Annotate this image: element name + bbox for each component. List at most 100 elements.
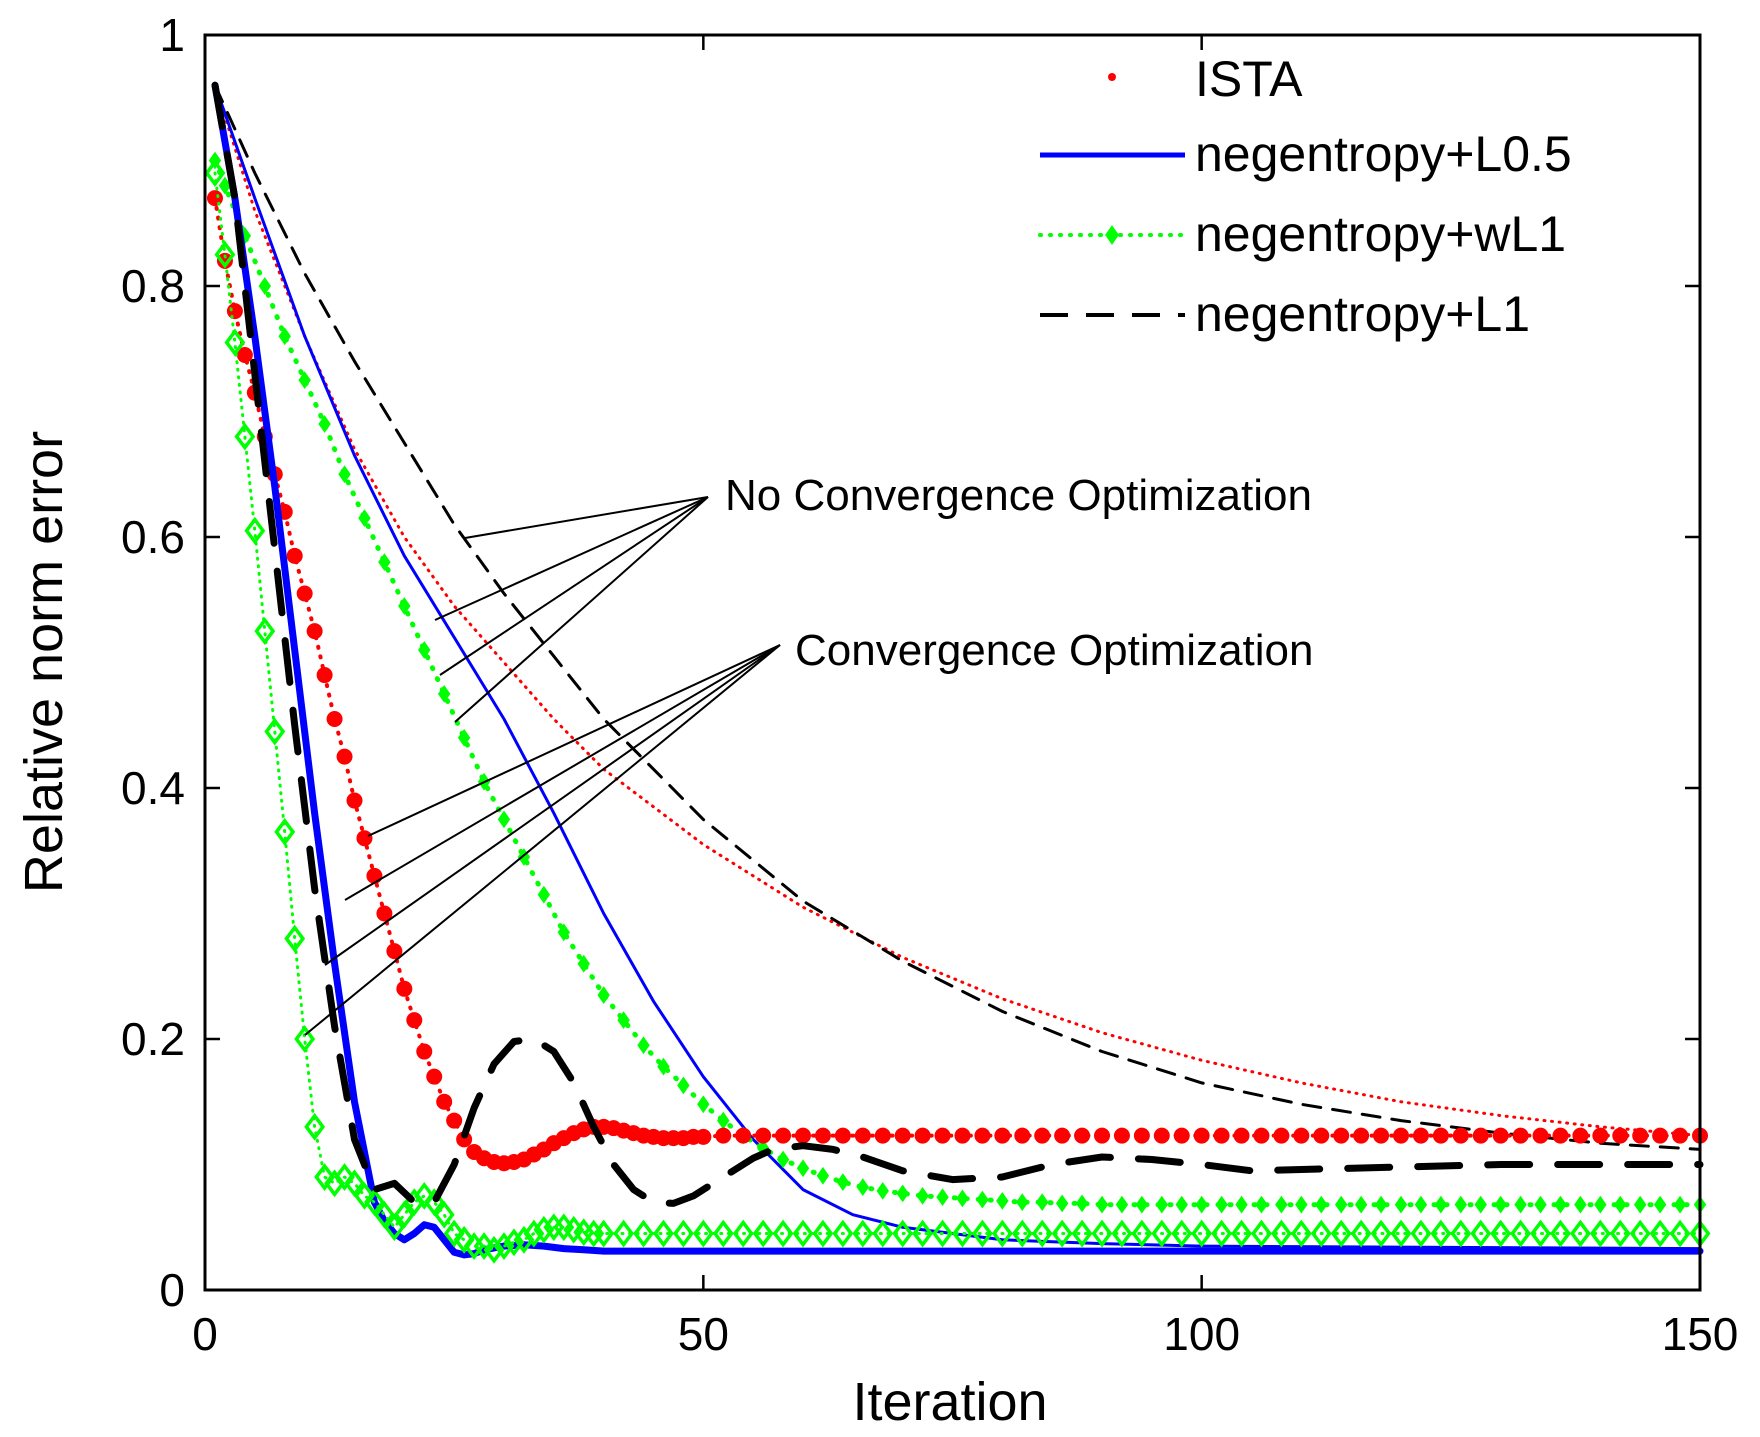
data-point — [254, 617, 276, 646]
data-point — [457, 728, 471, 747]
data-point — [755, 1127, 772, 1144]
data-point — [1393, 1127, 1409, 1144]
y-tick-label: 0.6 — [121, 511, 185, 563]
data-point — [426, 1068, 443, 1085]
legend-label: negentropy+wL1 — [1195, 206, 1566, 262]
data-point — [1494, 1195, 1507, 1214]
data-point — [1532, 1127, 1549, 1144]
data-point — [378, 553, 391, 571]
data-point — [752, 1219, 774, 1248]
annotation-leader-line — [344, 644, 781, 901]
data-point — [735, 1127, 752, 1144]
data-point — [872, 1219, 894, 1248]
data-point — [1253, 1127, 1270, 1144]
data-point — [1569, 1219, 1591, 1248]
series-line — [213, 83, 1702, 1251]
data-point — [633, 1219, 654, 1248]
data-point — [1014, 1127, 1031, 1144]
data-point — [453, 1225, 475, 1254]
series-negentropy+wL1-2 — [208, 151, 1707, 1214]
annotation-1: Convergence Optimization — [304, 626, 1313, 1036]
data-point — [336, 748, 353, 765]
data-point — [1151, 1219, 1173, 1248]
annotation-leader-line — [324, 644, 781, 966]
data-point — [1075, 1194, 1089, 1213]
data-point — [896, 1184, 909, 1203]
data-point — [1350, 1219, 1372, 1248]
data-point — [974, 1127, 991, 1144]
data-point — [1554, 1195, 1567, 1214]
series-ISTA-4 — [206, 190, 1708, 1172]
data-point — [1095, 1195, 1109, 1214]
data-point — [1452, 1127, 1469, 1144]
data-point — [298, 371, 311, 389]
data-point — [894, 1127, 911, 1144]
data-point — [715, 1127, 732, 1144]
data-point — [1233, 1127, 1250, 1144]
data-point — [912, 1219, 934, 1248]
data-point — [914, 1127, 931, 1144]
data-point — [1512, 1127, 1529, 1144]
y-tick-label: 0 — [159, 1264, 185, 1316]
data-point — [976, 1190, 989, 1209]
data-point — [483, 1235, 505, 1264]
data-point — [1111, 1219, 1133, 1248]
x-tick-label: 0 — [192, 1308, 218, 1360]
data-point — [1609, 1219, 1631, 1248]
data-point — [1295, 1195, 1308, 1214]
data-point — [1275, 1195, 1288, 1214]
data-point — [952, 1219, 973, 1248]
data-point — [1173, 1127, 1190, 1144]
data-point — [1334, 1195, 1348, 1214]
data-point — [376, 905, 393, 922]
y-tick-label: 0.2 — [121, 1013, 185, 1065]
data-point — [795, 1127, 811, 1144]
data-point — [672, 1219, 694, 1248]
data-point — [1273, 1127, 1290, 1144]
legend-diamond-marker — [1105, 225, 1119, 245]
data-point — [653, 1219, 674, 1248]
data-point — [1550, 1219, 1571, 1248]
data-point — [1490, 1219, 1512, 1248]
data-point — [1270, 1219, 1292, 1248]
data-point — [314, 1163, 336, 1191]
data-point — [1051, 1219, 1073, 1248]
data-point — [1016, 1193, 1029, 1212]
data-point — [1215, 1195, 1228, 1214]
data-point — [812, 1219, 834, 1248]
plot-frame — [203, 33, 1702, 1292]
data-point — [1594, 1195, 1607, 1214]
data-point — [1612, 1127, 1629, 1144]
data-point — [286, 547, 303, 564]
data-point — [258, 277, 272, 295]
data-point — [306, 623, 323, 640]
data-point — [356, 830, 373, 847]
data-point — [1213, 1127, 1230, 1144]
data-point — [892, 1219, 914, 1248]
data-point — [994, 1127, 1011, 1144]
data-point — [717, 1111, 730, 1130]
data-point — [274, 818, 296, 846]
data-point — [497, 810, 511, 829]
data-point — [1370, 1219, 1392, 1248]
data-point — [226, 303, 243, 320]
data-point — [216, 252, 233, 269]
data-point — [1414, 1195, 1428, 1214]
data-point — [1290, 1219, 1312, 1248]
data-point — [1430, 1219, 1452, 1248]
data-point — [383, 1213, 405, 1242]
annotation-leader-line — [439, 496, 709, 676]
legend-label: ISTA — [1195, 51, 1303, 107]
data-point — [1410, 1219, 1432, 1248]
data-point — [1074, 1127, 1091, 1144]
data-point — [1672, 1127, 1689, 1144]
data-point — [916, 1187, 929, 1205]
data-point — [1454, 1195, 1468, 1214]
legend-label: negentropy+L1 — [1195, 286, 1530, 342]
data-point — [776, 1150, 790, 1169]
data-point — [832, 1219, 854, 1248]
data-point — [1211, 1219, 1233, 1248]
annotation-0: No Convergence Optimization — [434, 471, 1312, 723]
data-point — [1231, 1219, 1252, 1248]
